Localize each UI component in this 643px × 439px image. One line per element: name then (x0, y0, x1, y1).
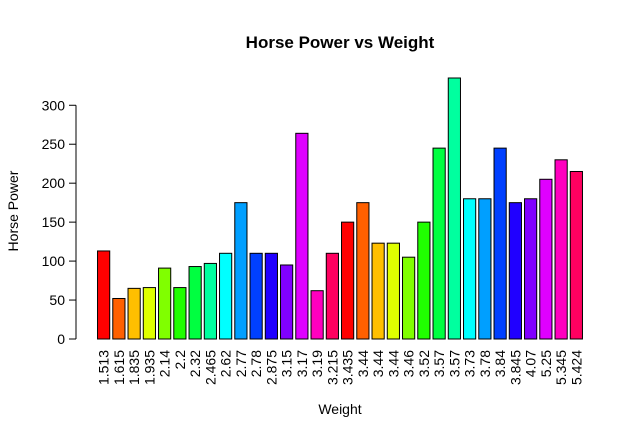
y-tick-label: 100 (42, 253, 66, 269)
bar (249, 252, 263, 340)
bar (463, 198, 477, 340)
x-tick-label: 5.424 (568, 350, 584, 385)
bar (524, 198, 538, 340)
bar (508, 202, 522, 340)
x-tick-label: 3.57 (446, 350, 462, 377)
bar (478, 198, 492, 340)
bar (447, 77, 461, 340)
bar (569, 170, 583, 340)
bar (127, 287, 141, 340)
chart-title: Horse Power vs Weight (246, 33, 435, 52)
y-tick-label: 50 (49, 292, 65, 308)
bar (493, 147, 507, 340)
x-tick-label: 2.875 (263, 350, 279, 385)
y-tick-label: 250 (42, 136, 66, 152)
bar (188, 266, 202, 340)
bar (341, 221, 355, 340)
bar (356, 202, 370, 340)
x-tick-label: 3.215 (324, 350, 340, 385)
x-tick-label: 3.19 (309, 350, 325, 377)
x-tick-label: 3.46 (401, 350, 417, 377)
bar (112, 297, 126, 340)
y-axis: 0 50 100 150 200 250 300 (42, 97, 77, 347)
x-tick-label: 3.44 (385, 350, 401, 377)
bar (264, 252, 278, 340)
bar (432, 147, 446, 340)
x-tick-label: 2.465 (202, 350, 218, 385)
bar (142, 287, 156, 340)
x-tick-label: 4.07 (523, 350, 539, 377)
y-axis-label: Horse Power (5, 170, 21, 251)
bar (234, 202, 248, 340)
y-tick-label: 0 (57, 331, 65, 347)
x-tick-label: 5.25 (538, 350, 554, 377)
x-tick-label: 3.845 (507, 350, 523, 385)
bar (280, 264, 294, 340)
bar (310, 290, 324, 340)
bar (402, 256, 416, 340)
x-tick-labels: 1.513 1.615 1.835 1.935 2.14 2.2 2.32 2.465 2.62… (96, 350, 585, 385)
x-tick-label: 2.77 (233, 350, 249, 377)
bar (158, 267, 172, 340)
x-tick-label: 3.44 (370, 350, 386, 377)
x-tick-label: 3.17 (294, 350, 310, 377)
x-tick-label: 3.73 (462, 350, 478, 377)
x-tick-label: 1.835 (126, 350, 142, 385)
x-tick-label: 1.615 (111, 350, 127, 385)
x-tick-label: 3.57 (431, 350, 447, 377)
bar (295, 132, 309, 340)
bar (554, 159, 568, 340)
x-tick-label: 2.32 (187, 350, 203, 377)
x-tick-label: 1.513 (96, 350, 112, 385)
x-tick-label: 3.44 (355, 350, 371, 377)
bar (325, 252, 339, 340)
bar (219, 252, 233, 340)
x-tick-label: 3.15 (279, 350, 295, 377)
bar (203, 262, 217, 340)
x-tick-label: 2.62 (218, 350, 234, 377)
y-tick-label: 200 (42, 175, 66, 191)
y-tick-label: 150 (42, 214, 66, 230)
y-tick-label: 300 (42, 97, 66, 113)
bar (539, 178, 553, 340)
bar (417, 221, 431, 340)
x-tick-label: 5.345 (553, 350, 569, 385)
bar (386, 242, 400, 340)
x-tick-label: 2.78 (248, 350, 264, 377)
bar (173, 287, 187, 340)
x-tick-label: 3.78 (477, 350, 493, 377)
x-tick-label: 3.52 (416, 350, 432, 377)
x-tick-label: 1.935 (141, 350, 157, 385)
bar (97, 250, 111, 340)
x-tick-label: 3.84 (492, 350, 508, 377)
x-tick-label: 2.2 (172, 350, 188, 370)
bars (97, 77, 583, 340)
x-tick-label: 3.435 (340, 350, 356, 385)
x-axis-label: Weight (318, 401, 361, 417)
x-tick-label: 2.14 (157, 350, 173, 377)
bar (371, 242, 385, 340)
